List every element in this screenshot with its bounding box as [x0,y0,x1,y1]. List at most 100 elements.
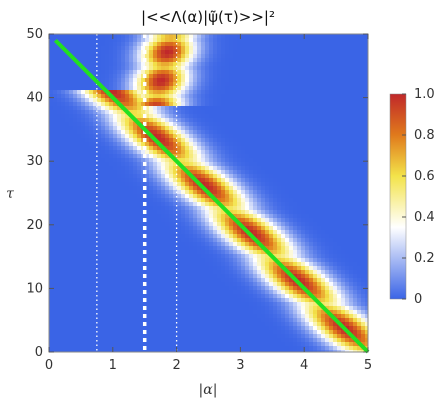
heat-cell [313,114,318,119]
heat-cell [213,210,218,215]
heat-cell [189,266,194,271]
heat-cell [49,258,54,263]
heat-cell [53,106,58,111]
heat-cell [293,70,298,75]
heat-cell [153,50,158,55]
heat-cell [345,254,350,259]
heat-cell [253,146,258,151]
heat-cell [89,42,94,47]
heat-cell [61,130,66,135]
heat-cell [253,254,258,259]
heat-cell [365,54,368,59]
heat-cell [149,38,154,43]
heat-cell [49,174,54,179]
heat-cell [309,94,314,99]
heat-cell [133,90,138,95]
heat-cell [313,198,318,203]
heat-cell [165,78,170,83]
heat-cell [65,262,70,267]
heat-cell [201,174,206,179]
heat-cell [61,70,66,75]
heat-cell [117,270,122,275]
heat-cell [345,126,350,131]
heat-cell [229,134,234,139]
heat-cell [93,150,98,155]
heat-cell [197,54,202,59]
heat-cell [213,190,218,195]
heat-cell [189,50,194,55]
heat-cell [65,186,70,191]
heat-cell [137,34,142,39]
heat-cell [153,146,158,151]
heat-cell [253,206,258,211]
heat-cell [177,114,182,119]
heat-cell [157,202,162,207]
heat-cell [105,46,110,51]
heat-cell [153,126,158,131]
heat-cell [101,234,106,239]
heat-cell [341,214,346,219]
heat-cell [341,270,346,275]
heat-cell [261,150,266,155]
heat-cell [73,270,78,275]
heat-cell [293,98,298,103]
heat-cell [137,198,142,203]
heat-cell [61,142,66,147]
heat-cell [169,130,174,135]
heat-cell [253,78,258,83]
heat-cell [261,54,266,59]
heat-cell [165,46,170,51]
heat-cell [189,170,194,175]
heat-cell [65,106,70,111]
heat-cell [157,242,162,247]
heat-cell [153,162,158,167]
heat-cell [325,46,330,51]
heat-cell [309,186,314,191]
heat-cell [173,150,178,155]
heat-cell [217,254,222,259]
heat-cell [137,178,142,183]
heat-cell [57,182,62,187]
heat-cell [101,154,106,159]
heat-cell [149,94,154,99]
heat-cell [197,106,202,111]
heat-cell [229,54,234,59]
heat-cell [289,138,294,143]
heat-cell [341,266,346,271]
heat-cell [313,234,318,239]
heat-cell [101,198,106,203]
heat-cell [153,82,158,87]
heat-cell [61,262,66,267]
heat-cell [233,34,238,39]
heat-cell [61,206,66,211]
heat-cell [121,126,126,131]
heat-cell [281,162,286,167]
heat-cell [145,138,150,143]
heat-cell [53,270,58,275]
heat-cell [57,202,62,207]
heat-cell [153,158,158,163]
heat-cell [241,170,246,175]
heat-cell [209,50,214,55]
heat-cell [169,38,174,43]
heat-cell [273,58,278,63]
heat-cell [185,282,190,287]
heat-cell [157,226,162,231]
heat-cell [201,102,206,107]
heat-cell [213,262,218,267]
heat-cell [209,246,214,251]
heat-cell [281,170,286,175]
heat-cell [349,62,354,67]
heat-cell [245,42,250,47]
heat-cell [109,54,114,59]
heat-cell [237,262,242,267]
heat-cell [125,178,130,183]
heat-cell [161,222,166,227]
heat-cell [129,106,134,111]
heat-cell [153,202,158,207]
heat-cell [201,278,206,283]
heat-cell [193,126,198,131]
heat-cell [217,258,222,263]
heat-cell [249,42,254,47]
heat-cell [77,202,82,207]
